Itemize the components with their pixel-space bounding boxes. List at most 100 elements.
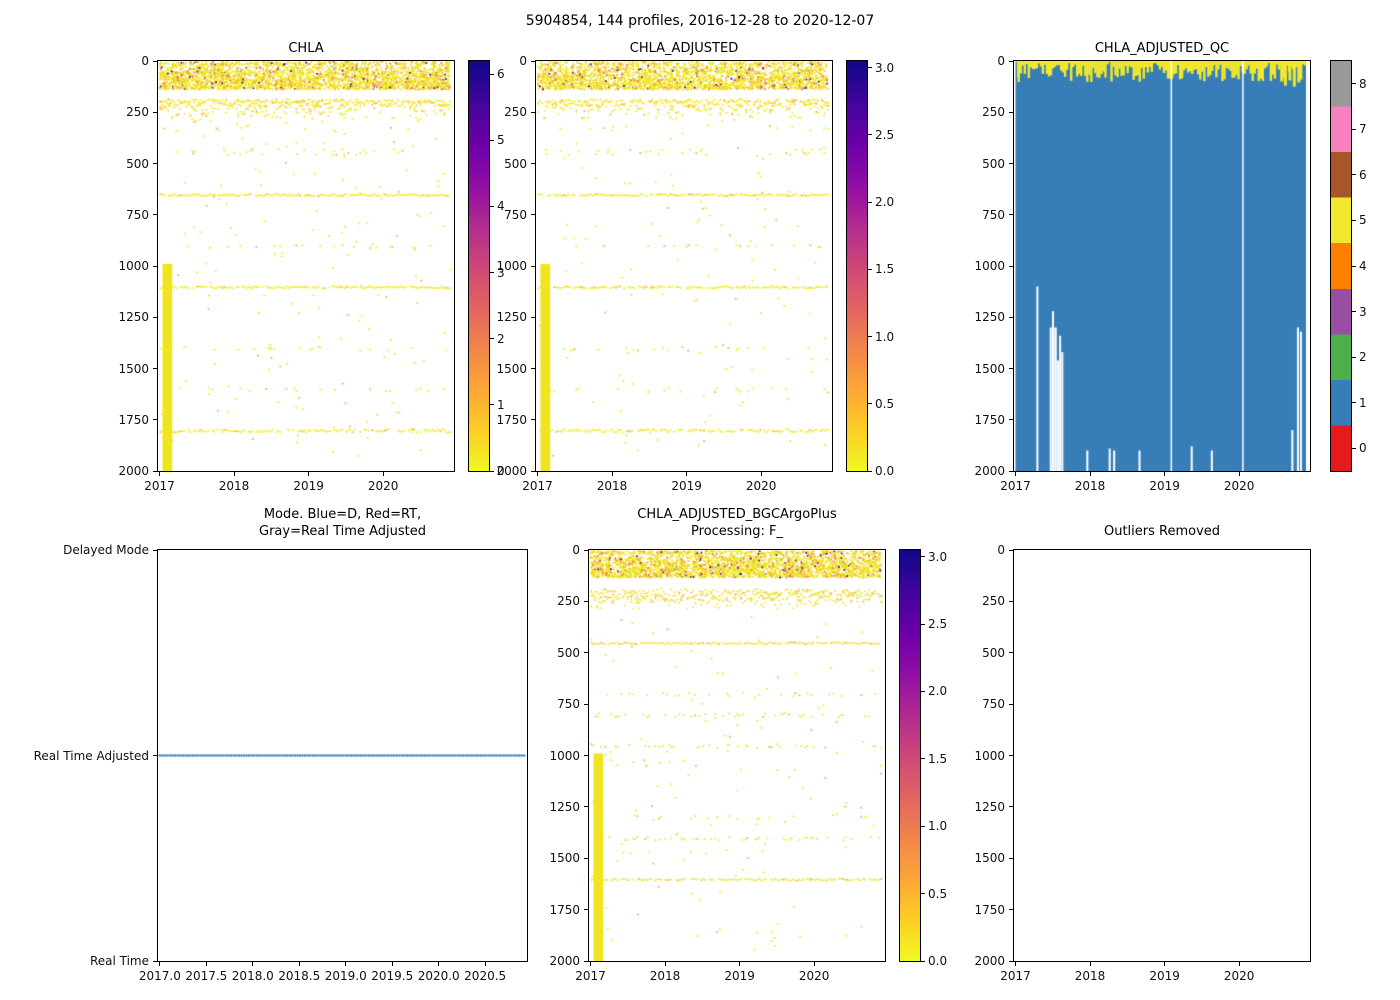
tick-mark xyxy=(868,134,872,136)
tick-mark xyxy=(1014,962,1016,966)
tick-label: 1.0 xyxy=(928,819,948,834)
tick-mark xyxy=(921,623,925,625)
tick-mark xyxy=(153,214,157,216)
tick-mark xyxy=(1009,600,1013,602)
tick-label: 2020 xyxy=(798,969,830,983)
tick-mark xyxy=(584,909,588,911)
tick-label: 3.0 xyxy=(928,549,948,564)
tick-mark xyxy=(921,758,925,760)
tick-mark xyxy=(153,549,157,551)
tick-mark xyxy=(868,268,872,270)
tick-mark xyxy=(921,556,925,558)
tick-label: 2017 xyxy=(144,479,175,493)
tick-label: 0 xyxy=(497,464,505,478)
tick-mark xyxy=(159,962,161,966)
tick-mark xyxy=(531,163,535,164)
tick-label: 750 xyxy=(557,697,580,712)
tick-label: 1.5 xyxy=(928,751,948,766)
tick-mark xyxy=(1352,311,1356,313)
tick-label: Real Time xyxy=(89,954,149,968)
tick-label: 1000 xyxy=(496,259,527,273)
tick-mark xyxy=(531,316,535,318)
tick-label: 1500 xyxy=(118,361,149,376)
tick-mark xyxy=(531,111,535,113)
tick-mark xyxy=(1352,356,1356,358)
tick-label: 2019 xyxy=(1149,479,1180,493)
tick-label: 1750 xyxy=(974,412,1005,427)
tick-mark xyxy=(868,336,872,338)
qc-colorbar xyxy=(1330,60,1352,472)
tick-label: 3 xyxy=(1359,304,1367,319)
tick-label: 2000 xyxy=(974,464,1005,478)
tick-label: 500 xyxy=(557,645,580,660)
tick-label: 250 xyxy=(982,594,1005,609)
tick-label: 2020 xyxy=(367,479,399,493)
tick-mark xyxy=(490,73,494,75)
tick-mark xyxy=(1164,472,1166,476)
tick-mark xyxy=(1089,962,1091,966)
tick-mark xyxy=(611,472,613,476)
tick-mark xyxy=(1352,402,1356,404)
bgc-colorbar xyxy=(899,549,921,962)
tick-label: 2017.0 xyxy=(138,969,181,983)
chla-adjusted-qc-title: CHLA_ADJUSTED_QC xyxy=(1094,41,1230,56)
tick-mark xyxy=(153,111,157,113)
tick-label: 0 xyxy=(1359,441,1367,456)
tick-label: 2.0 xyxy=(875,195,895,210)
tick-label: 1250 xyxy=(549,799,580,814)
tick-label: 2017 xyxy=(1000,969,1031,983)
tick-mark xyxy=(1164,962,1166,966)
tick-label: 0 xyxy=(572,543,580,557)
tick-label: 1500 xyxy=(974,851,1005,866)
tick-label: 3.0 xyxy=(875,60,895,75)
tick-label: 1250 xyxy=(496,310,527,325)
tick-label: 1 xyxy=(1359,395,1367,410)
tick-mark xyxy=(664,962,666,966)
tick-mark xyxy=(153,163,157,164)
tick-mark xyxy=(308,472,310,476)
bgc-colorbar-gradient xyxy=(900,550,920,961)
tick-label: 1000 xyxy=(549,748,580,763)
tick-label: 8 xyxy=(1359,76,1367,91)
tick-label: 5 xyxy=(1359,213,1367,228)
tick-label: 0.0 xyxy=(928,954,948,968)
tick-mark xyxy=(490,139,494,141)
figure-title: 5904854, 144 profiles, 2016-12-28 to 202… xyxy=(525,13,875,29)
tick-label: 2018 xyxy=(596,479,628,493)
bgc-title: CHLA_ADJUSTED_BGCArgoPlus Processing: F_ xyxy=(588,506,886,540)
tick-mark xyxy=(868,470,872,472)
tick-label: 0.0 xyxy=(875,464,895,478)
tick-label: 1500 xyxy=(974,361,1005,376)
tick-mark xyxy=(1089,472,1091,476)
tick-mark xyxy=(153,265,157,267)
tick-mark xyxy=(584,549,588,551)
outliers-plot xyxy=(1013,549,1311,962)
tick-label: 2017.5 xyxy=(185,969,228,983)
tick-mark xyxy=(153,755,157,756)
chla-adjusted-qc-plot-canvas xyxy=(1014,61,1310,471)
tick-mark xyxy=(1352,128,1356,130)
tick-label: 0 xyxy=(141,54,149,68)
tick-mark xyxy=(584,755,588,756)
tick-mark xyxy=(921,960,925,962)
tick-mark xyxy=(391,962,393,966)
tick-mark xyxy=(1009,368,1013,369)
tick-label: 6 xyxy=(497,67,505,82)
tick-label: 2019 xyxy=(671,479,702,493)
tick-label: 250 xyxy=(504,105,527,120)
chla-adjusted-qc-plot xyxy=(1013,60,1311,472)
tick-mark xyxy=(1009,806,1013,808)
tick-label: 1500 xyxy=(549,851,580,866)
tick-label: 2019 xyxy=(724,969,755,983)
tick-label: 1750 xyxy=(496,412,527,427)
tick-label: 2020 xyxy=(1223,969,1255,983)
tick-label: 1750 xyxy=(118,412,149,427)
tick-label: 2.5 xyxy=(875,127,895,142)
tick-label: 2000 xyxy=(496,464,527,478)
tick-mark xyxy=(531,60,535,62)
tick-label: 1750 xyxy=(974,902,1005,917)
tick-mark xyxy=(1009,214,1013,216)
tick-label: 5 xyxy=(497,133,505,148)
tick-label: 2017 xyxy=(575,969,606,983)
tick-mark xyxy=(153,960,157,962)
